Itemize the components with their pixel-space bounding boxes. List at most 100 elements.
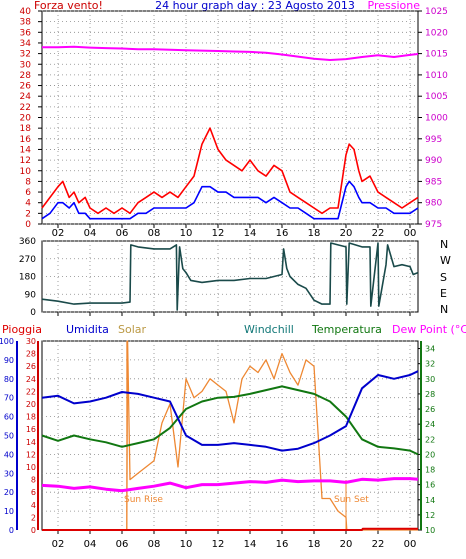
temp-y-tick: 14	[425, 496, 435, 505]
x-tick-label: 06	[116, 228, 129, 239]
x-tick-label: 10	[180, 228, 193, 239]
temp-y-tick: 12	[425, 511, 435, 520]
temp-y-tick: 22	[425, 435, 435, 444]
pressure-y-tick: 1020	[425, 28, 448, 38]
wind-y-tick: 6	[25, 188, 31, 198]
temp-y-tick: 20	[425, 450, 435, 459]
rain-y-tick: 2	[31, 513, 36, 522]
x-tick-label: 18	[308, 539, 321, 550]
pressure-y-tick: 1010	[425, 71, 448, 81]
pressure-y-tick: 995	[425, 135, 442, 145]
x-tick-label: 14	[244, 539, 257, 550]
wind-y-tick: 26	[20, 82, 32, 92]
wind-y-tick: 10	[20, 167, 32, 177]
dewpoint-line	[41, 477, 419, 493]
humidity-y-tick: 80	[4, 375, 14, 384]
wind-average-line	[41, 180, 419, 220]
x-tick-label: 20	[340, 539, 353, 550]
x-tick-label: 22	[372, 539, 385, 550]
humidity-y-tick: 100	[0, 337, 14, 346]
pressure-y-tick: 990	[425, 156, 442, 166]
humidity-y-tick: 50	[4, 432, 14, 441]
direction-y-tick: 90	[25, 290, 37, 300]
pressure-y-tick: 1015	[425, 50, 448, 60]
x-tick-label: 02	[52, 228, 65, 239]
temp-y-tick: 18	[425, 466, 435, 475]
pressure-y-tick: 980	[425, 199, 442, 209]
direction-y-tick: 360	[19, 237, 36, 247]
wind-y-tick: 12	[20, 156, 31, 166]
legend-solar: Solar	[118, 323, 147, 336]
sunset-annotation: Sun Set	[334, 495, 369, 505]
x-tick-label: 18	[308, 228, 321, 239]
pressure-title: Pressione	[368, 0, 421, 12]
x-tick-label: 12	[212, 539, 225, 550]
wind-y-tick: 18	[20, 124, 32, 134]
humidity-line	[41, 370, 419, 452]
x-tick-label: 04	[84, 539, 97, 550]
rain-y-tick: 0	[31, 526, 36, 535]
x-tick-label: 12	[212, 228, 225, 239]
rain-y-tick: 18	[26, 413, 36, 422]
rain-y-tick: 20	[26, 400, 36, 409]
rain-y-tick: 16	[26, 425, 36, 434]
wind-y-tick: 38	[20, 18, 32, 28]
wind-y-tick: 8	[25, 177, 31, 187]
x-tick-label: 02	[52, 539, 65, 550]
legend-umidita: Umidita	[66, 323, 109, 336]
humidity-y-tick: 60	[4, 413, 14, 422]
x-tick-label: 04	[84, 228, 97, 239]
temp-y-tick: 28	[425, 390, 435, 399]
date-title: 24 hour graph day : 23 Agosto 2013	[155, 0, 355, 12]
pressure-y-tick: 975	[425, 220, 442, 230]
humidity-y-tick: 40	[4, 450, 14, 459]
wind-y-tick: 4	[25, 199, 31, 209]
compass-s: S	[440, 271, 447, 284]
rain-y-tick: 28	[26, 350, 36, 359]
compass-n-bottom: N	[440, 303, 448, 316]
wind-y-tick: 20	[20, 114, 32, 124]
pressure-y-tick: 1025	[425, 7, 448, 17]
pressure-y-tick: 1000	[425, 114, 448, 124]
sunrise-annotation: Sun Rise	[124, 495, 163, 505]
wind-y-tick: 40	[20, 7, 32, 17]
rain-y-tick: 30	[26, 337, 36, 346]
solar-line	[42, 340, 418, 531]
x-tick-label: 08	[148, 228, 161, 239]
rain-y-tick: 8	[31, 476, 36, 485]
x-tick-label: 08	[148, 539, 161, 550]
compass-labels: N W S E N	[440, 238, 451, 316]
temp-y-tick: 34	[425, 345, 435, 354]
legend-pioggia: Pioggia	[2, 323, 42, 336]
humidity-y-tick: 10	[4, 507, 14, 516]
rain-y-tick: 22	[26, 387, 36, 396]
wind-y-tick: 14	[20, 145, 32, 155]
temp-y-tick: 10	[425, 526, 435, 535]
temp-y-tick: 24	[425, 420, 435, 429]
wind-y-tick: 32	[20, 50, 31, 60]
pressure-y-tick: 1005	[425, 92, 448, 102]
wind-y-tick: 34	[20, 39, 32, 49]
wind-y-tick: 28	[20, 71, 32, 81]
x-tick-label: 10	[180, 539, 193, 550]
wind-y-tick: 16	[20, 135, 32, 145]
legend-windchill: Windchill	[244, 323, 294, 336]
compass-w: W	[440, 254, 451, 267]
humidity-y-tick: 30	[4, 469, 14, 478]
rain-y-tick: 12	[26, 450, 36, 459]
x-tick-label: 14	[244, 228, 257, 239]
temp-y-tick: 26	[425, 405, 435, 414]
x-tick-label: 22	[372, 228, 385, 239]
rain-y-tick: 14	[26, 438, 36, 447]
humidity-y-tick: 20	[4, 488, 14, 497]
x-tick-label: 00	[404, 539, 417, 550]
direction-line	[41, 242, 419, 311]
wind-y-tick: 0	[25, 220, 31, 230]
legend-dewpoint: Dew Point (°C)	[392, 323, 466, 336]
humidity-y-tick: 90	[4, 356, 14, 365]
wind-y-tick: 22	[20, 103, 31, 113]
x-tick-label: 06	[116, 539, 129, 550]
